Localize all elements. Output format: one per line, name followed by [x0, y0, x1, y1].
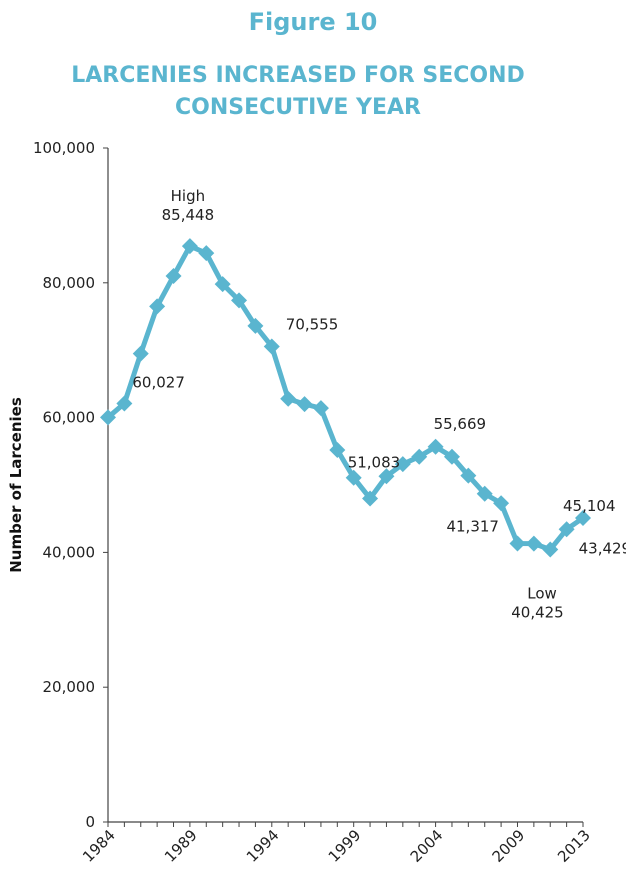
series-larcenies	[100, 238, 591, 558]
data-point-marker	[116, 395, 133, 412]
data-label: 51,083	[348, 454, 401, 472]
y-tick-label: 100,000	[33, 139, 95, 157]
data-point-marker	[329, 441, 346, 458]
data-point-marker	[132, 345, 149, 362]
data-point-marker	[231, 292, 248, 309]
x-tick-label: 1994	[243, 826, 283, 866]
data-point-marker	[312, 400, 329, 417]
y-tick-label: 20,000	[43, 678, 96, 696]
data-point-marker	[165, 268, 182, 285]
y-tick-label: 0	[85, 813, 95, 831]
data-label: Low	[527, 585, 557, 603]
chart-title-line-2: CONSECUTIVE YEAR	[175, 95, 421, 120]
y-tick-label: 80,000	[43, 274, 96, 292]
data-point-marker	[411, 448, 428, 465]
data-point-marker	[575, 509, 591, 526]
chart-title-line-1: LARCENIES INCREASED FOR SECOND	[71, 63, 525, 88]
data-point-marker	[214, 276, 231, 293]
data-point-marker	[247, 317, 264, 334]
data-point-marker	[427, 438, 444, 455]
x-tick-label: 1989	[161, 826, 201, 866]
data-label: 45,104	[563, 497, 616, 515]
data-point-marker	[296, 396, 313, 413]
data-point-marker	[198, 245, 215, 262]
y-axis-label: Number of Larcenies	[7, 397, 25, 573]
x-tick-label: 2004	[407, 826, 447, 866]
x-tick-label: 1984	[79, 826, 119, 866]
chart-title: LARCENIES INCREASED FOR SECOND CONSECUTI…	[8, 60, 588, 124]
data-label: 41,317	[446, 518, 499, 536]
x-tick-label: 1999	[325, 826, 365, 866]
data-point-marker	[460, 467, 477, 484]
data-point-marker	[443, 448, 460, 465]
y-tick-label: 60,000	[43, 409, 96, 427]
series-line	[106, 243, 585, 553]
data-point-marker	[525, 535, 542, 552]
data-point-marker	[263, 338, 280, 355]
axes: 0 20,000 40,000 60,000 80,000 100,000 1984 1989…	[33, 139, 594, 866]
data-point-marker	[394, 456, 411, 473]
data-point-marker	[378, 468, 395, 485]
data-label: High	[171, 187, 205, 205]
data-point-marker	[149, 298, 166, 315]
data-point-marker	[345, 469, 362, 486]
data-point-marker	[362, 490, 379, 507]
data-label: 60,027	[132, 373, 185, 391]
data-point-marker	[280, 390, 297, 407]
data-point-marker	[558, 521, 575, 538]
data-label: 55,669	[434, 415, 487, 433]
x-tick-label: 2009	[489, 826, 529, 866]
data-point-marker	[181, 238, 198, 255]
y-tick-label: 40,000	[43, 543, 96, 561]
figure-label: Figure 10	[248, 8, 378, 36]
data-point-marker	[542, 541, 559, 558]
data-label: 43,429	[579, 539, 626, 557]
x-tick-label: 2013	[554, 826, 594, 866]
data-label: 70,555	[286, 315, 339, 333]
data-point-marker	[493, 495, 510, 512]
data-label: 40,425	[511, 604, 564, 622]
data-label: 85,448	[162, 206, 215, 224]
data-point-marker	[509, 535, 526, 552]
data-point-marker	[100, 409, 116, 426]
data-point-marker	[476, 485, 493, 502]
